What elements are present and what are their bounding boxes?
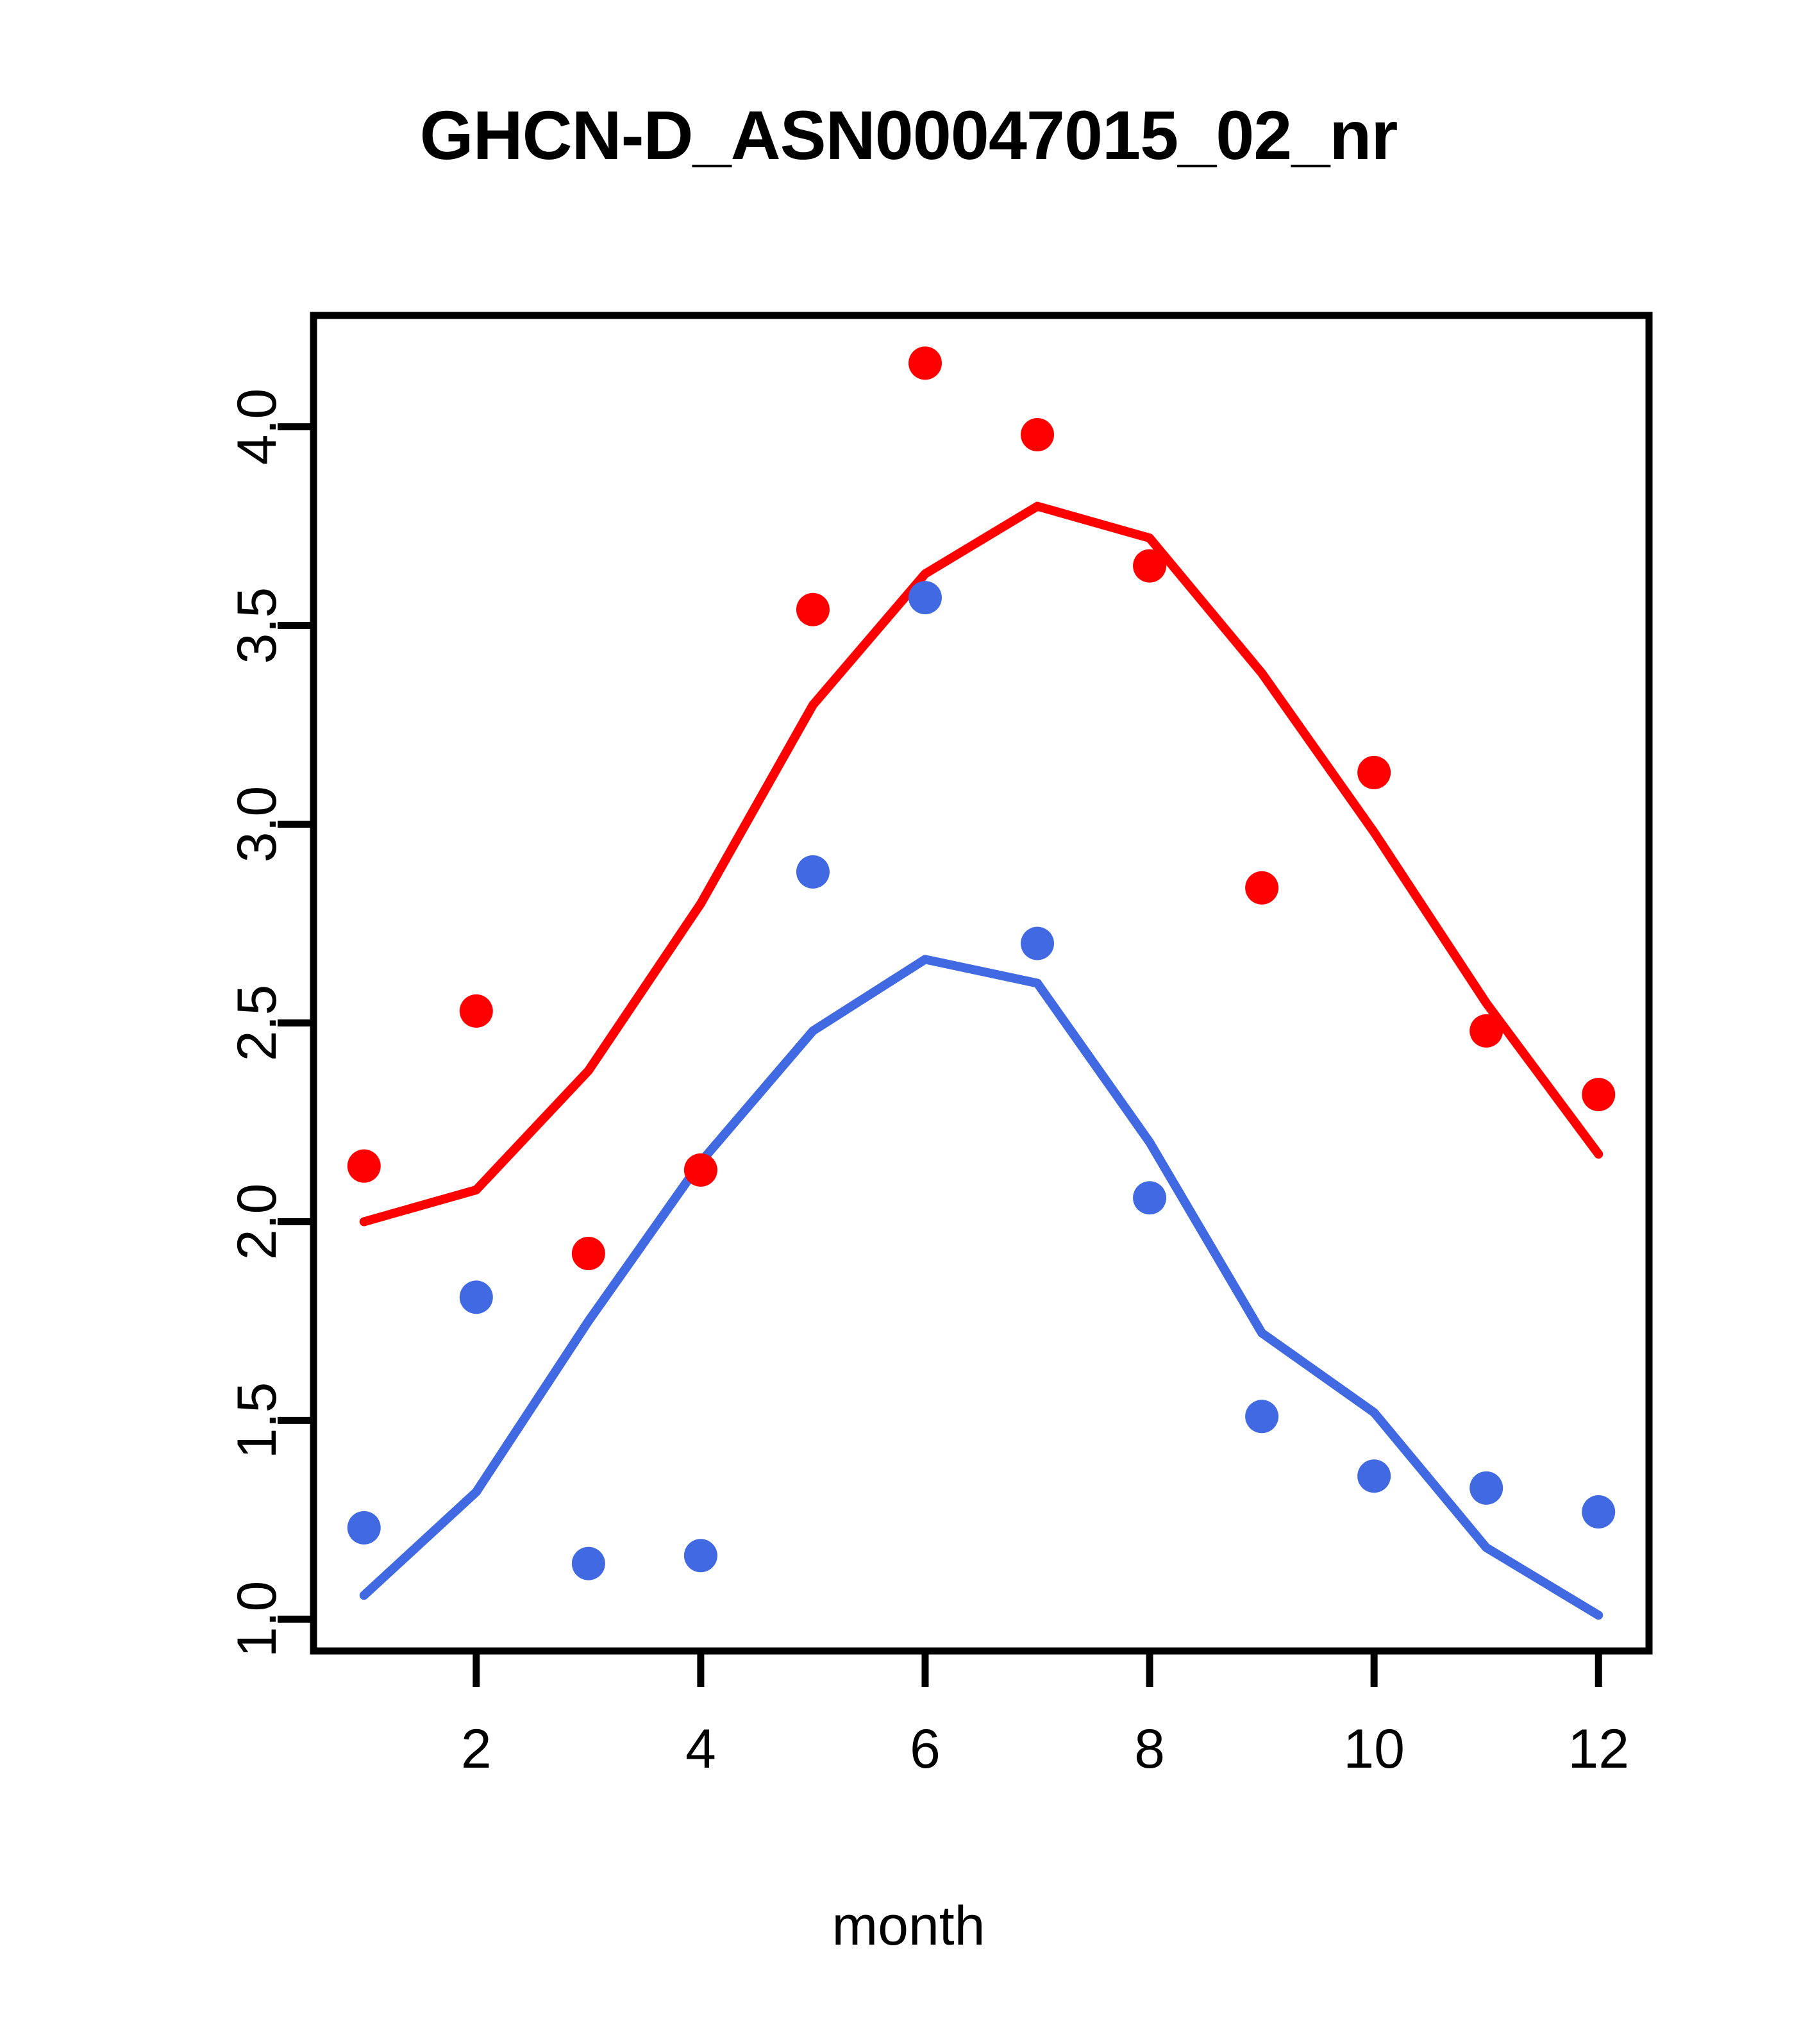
data-point <box>347 1511 381 1545</box>
y-tick-label: 2.5 <box>226 985 288 1062</box>
data-point <box>1357 1459 1391 1493</box>
data-point <box>1021 417 1055 451</box>
data-point <box>1245 871 1279 905</box>
page-title: GHCN-D_ASN00047015_02_nr <box>419 96 1398 174</box>
data-point <box>1470 1471 1503 1505</box>
data-point <box>1133 549 1167 583</box>
y-axis: 1.0 1.5 2.0 2.5 3.0 3.5 4.0 <box>226 389 314 1657</box>
data-point <box>459 1280 493 1314</box>
x-axis-label: month <box>832 1895 985 1957</box>
x-tick-label: 12 <box>1568 1718 1629 1780</box>
y-tick-label: 3.0 <box>226 786 288 863</box>
series-lines <box>359 501 1603 1620</box>
data-point <box>683 1539 717 1573</box>
data-point <box>1582 1495 1616 1529</box>
data-point <box>1582 1078 1616 1112</box>
x-axis: 2 4 6 8 10 12 <box>461 1651 1629 1780</box>
y-tick-label: 1.0 <box>226 1581 288 1658</box>
series-line-red-line <box>359 501 1603 1227</box>
y-tick-label: 3.5 <box>226 587 288 664</box>
data-point <box>347 1149 381 1183</box>
y-tick-label: 4.0 <box>226 389 288 465</box>
x-tick-label: 6 <box>910 1718 941 1780</box>
data-point <box>1245 1400 1279 1434</box>
plot-frame <box>310 312 1653 1655</box>
x-tick-label: 2 <box>461 1718 492 1780</box>
data-point <box>796 855 830 889</box>
data-point <box>683 1153 717 1187</box>
x-tick-label: 4 <box>685 1718 716 1780</box>
x-tick-label: 10 <box>1343 1718 1405 1780</box>
data-point <box>1133 1181 1167 1215</box>
data-point <box>459 994 493 1028</box>
data-point <box>908 581 942 615</box>
data-point <box>1357 755 1391 789</box>
y-tick-label: 1.5 <box>226 1382 288 1459</box>
data-point <box>908 346 942 380</box>
x-tick-label: 8 <box>1134 1718 1165 1780</box>
data-point <box>571 1546 605 1580</box>
data-point <box>571 1237 605 1271</box>
data-point <box>1470 1014 1503 1048</box>
series-points <box>347 346 1616 1580</box>
data-point <box>796 592 830 626</box>
data-point <box>1021 926 1055 960</box>
y-tick-label: 2.0 <box>226 1184 288 1261</box>
series-line-blue-line <box>359 955 1603 1620</box>
